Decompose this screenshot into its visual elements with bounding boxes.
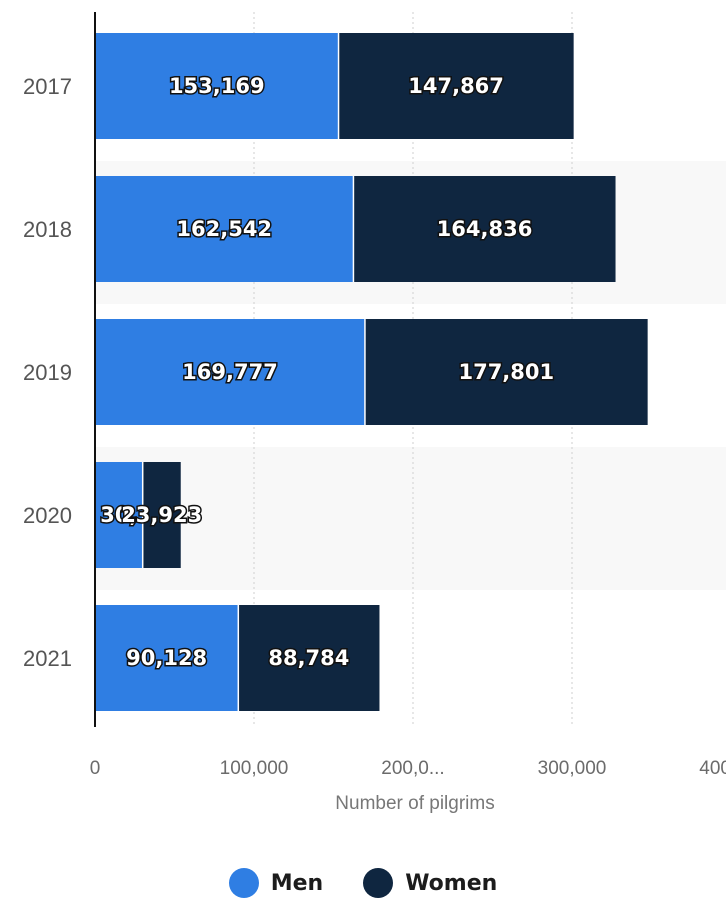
legend-item-men[interactable]: Men: [228, 868, 324, 898]
x-axis-title: Number of pilgrims: [335, 793, 494, 814]
row-band-2020: [95, 447, 726, 590]
x-tick-label-4000: 400,0...: [699, 758, 726, 779]
bar-men-2020[interactable]: [95, 462, 143, 568]
bar-label-men-2018: 162,542: [176, 217, 272, 241]
bar-men-2018[interactable]: [95, 176, 354, 282]
bar-women-2017[interactable]: [338, 33, 574, 139]
bar-label-men-2019: 169,777: [182, 360, 278, 384]
bar-women-2020[interactable]: [142, 462, 181, 568]
x-tick-label-2000: 200,0...: [381, 758, 444, 779]
legend-label-women: Women: [405, 870, 498, 896]
bar-men-2019[interactable]: [95, 319, 365, 425]
bars: [95, 33, 648, 711]
bar-women-2021[interactable]: [238, 605, 380, 711]
x-tick-label-100000: 100,000: [220, 758, 289, 779]
x-tick-labels: 0 100,000 200,0... 300,000 400,0...: [90, 758, 726, 779]
category-label-2021: 2021: [23, 646, 72, 671]
category-labels: 2017 2018 2019 2020 2021: [23, 74, 72, 671]
legend-marker-women: [363, 868, 394, 898]
bar-label-men-2021: 90,128: [126, 646, 207, 670]
bar-label-women-2019: 177,801: [458, 360, 554, 384]
bar-women-2019[interactable]: [364, 319, 648, 425]
bar-label-women-2020: 23,923: [121, 503, 202, 527]
stacked-bar-chart: 153,169 147,867 162,542 164,836 169,777 177,8…: [23, 12, 726, 814]
legend-label-men: Men: [270, 870, 324, 896]
category-label-2020: 2020: [23, 503, 72, 528]
legend-marker-men: [228, 868, 259, 898]
bar-label-women-2017: 147,867: [408, 74, 504, 98]
bar-label-women-2018: 164,836: [437, 217, 533, 241]
bar-label-women-2021: 88,784: [268, 646, 349, 670]
bar-women-2018[interactable]: [353, 176, 616, 282]
bar-men-2021[interactable]: [95, 605, 239, 711]
legend: Men Women: [0, 868, 726, 898]
bar-men-2017[interactable]: [95, 33, 339, 139]
category-label-2019: 2019: [23, 360, 72, 385]
x-tick-label-0: 0: [90, 758, 101, 779]
category-label-2018: 2018: [23, 217, 72, 242]
category-label-2017: 2017: [23, 74, 72, 99]
legend-item-women[interactable]: Women: [363, 868, 497, 898]
bar-label-men-2017: 153,169: [169, 74, 265, 98]
bar-label-men-2020: 30,: [100, 503, 137, 527]
bar-labels: 153,169 147,867 162,542 164,836 169,777 177,8…: [99, 73, 556, 672]
x-tick-label-300000: 300,000: [538, 758, 607, 779]
